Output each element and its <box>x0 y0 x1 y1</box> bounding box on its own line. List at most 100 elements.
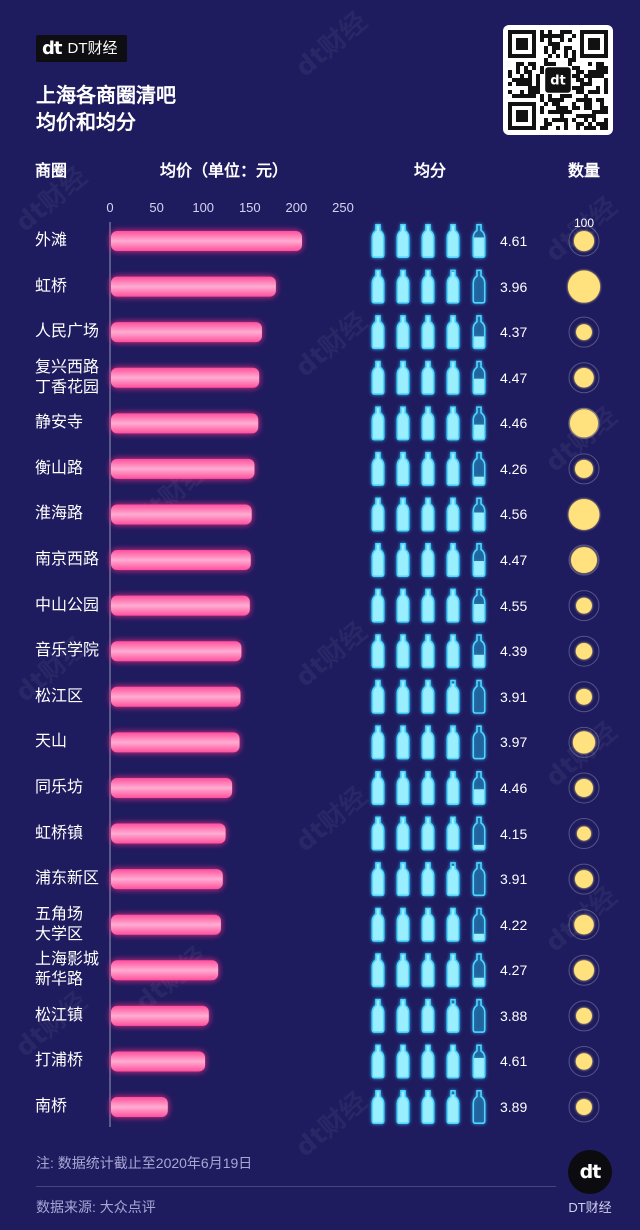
bottle-fill <box>422 1090 434 1124</box>
bottle-fill <box>422 407 434 440</box>
footnote: 注: 数据统计截止至2020年6月19日 <box>36 1155 253 1171</box>
footer-logo-text: DT财经 <box>568 1200 612 1215</box>
bottle-icon <box>371 588 385 623</box>
count-circle <box>567 270 601 303</box>
count-circle <box>576 688 592 705</box>
bottle-outline <box>421 497 435 532</box>
bottle-icon <box>446 634 460 669</box>
bottle-icon <box>371 269 385 304</box>
bottle-fill <box>447 589 459 622</box>
bottle-fill <box>447 543 459 577</box>
bottle-icon <box>446 588 460 623</box>
qr-finder-inner <box>516 110 528 122</box>
bottle-icon <box>421 451 435 486</box>
price-bar <box>111 504 252 525</box>
bottle-fill <box>447 683 459 713</box>
bottle-outline <box>446 224 460 258</box>
count-reference-ring <box>568 453 600 485</box>
bottle-icon <box>371 406 385 441</box>
bottle-fill <box>372 862 384 896</box>
bottle-outline <box>446 543 460 578</box>
column-header-count: 数量 <box>568 163 601 180</box>
bottle-icon <box>446 269 460 304</box>
bottle-outline <box>371 1090 385 1125</box>
bottle-outline <box>371 907 385 942</box>
bottle-outline <box>421 634 435 669</box>
bottle-outline <box>396 634 410 669</box>
bottle-outline <box>446 360 460 395</box>
bottle-fill <box>397 817 409 850</box>
bottle-outline <box>446 1090 460 1125</box>
bottle-outline <box>472 543 486 578</box>
bottle-icon <box>396 634 410 669</box>
footer-logo-icon: dt <box>568 1150 612 1194</box>
bottle-fill <box>422 999 434 1033</box>
bottle-outline <box>371 1044 385 1079</box>
bottle-fill <box>372 726 384 759</box>
bottle-icon <box>396 497 410 532</box>
bottle-icon <box>396 679 410 714</box>
bottle-icon <box>472 725 486 760</box>
bottle-icon <box>472 1044 486 1079</box>
bottle-fill <box>372 999 384 1033</box>
bottle-icon <box>446 907 460 942</box>
bottle-outline <box>371 543 385 578</box>
bottle-outline <box>371 679 385 714</box>
bottle-outline <box>371 816 385 851</box>
bottle-outline <box>396 953 410 988</box>
price-bar <box>111 686 241 707</box>
bottle-icon <box>371 497 385 532</box>
column-header-price: 均价（单位：元） <box>160 163 289 180</box>
count-circle <box>574 914 594 935</box>
bottle-icon <box>396 543 410 578</box>
bottle-icon <box>371 451 385 486</box>
bottle-icon <box>472 588 486 623</box>
bottle-outline <box>396 1044 410 1079</box>
count-circle <box>572 731 596 754</box>
count-circle <box>569 409 599 438</box>
bottle-icon <box>446 451 460 486</box>
price-bar <box>111 1005 209 1026</box>
bottle-outline <box>396 588 410 623</box>
bottle-outline <box>472 269 486 304</box>
count-reference-ring <box>568 316 600 348</box>
bottle-outline <box>472 1090 486 1125</box>
count-circle <box>576 324 592 341</box>
bottle-icon <box>446 360 460 395</box>
bottle-outline <box>396 862 410 897</box>
bottle-fill <box>447 727 459 759</box>
bottle-fill <box>397 361 409 394</box>
bottle-fill <box>372 498 384 531</box>
qr-modules <box>508 30 608 130</box>
bottle-fill <box>422 862 434 896</box>
count-reference-ring <box>568 635 600 667</box>
bottle-fill <box>422 589 434 622</box>
bottle-outline <box>421 816 435 851</box>
bottle-fill <box>447 1045 459 1078</box>
bottle-outline <box>472 634 486 669</box>
logo-text: DT财经 <box>67 40 118 57</box>
bottle-icon <box>421 770 435 805</box>
bottle-icon <box>371 1090 385 1125</box>
bottle-icon <box>472 679 486 714</box>
bottle-icon <box>371 634 385 669</box>
bottle-fill <box>447 498 459 531</box>
price-bars <box>111 231 302 1118</box>
bottle-icon <box>446 497 460 532</box>
bottle-fill <box>397 862 409 896</box>
count-circle <box>576 826 592 841</box>
bottle-outline <box>396 816 410 851</box>
bottle-fill <box>422 315 434 349</box>
bottle-body <box>473 680 485 713</box>
bottle-icon <box>421 725 435 760</box>
bottle-fill <box>397 224 409 258</box>
bottle-outline <box>396 1090 410 1125</box>
bottle-fill <box>372 771 384 805</box>
bottle-icon <box>421 588 435 623</box>
bottle-fill <box>397 270 409 303</box>
bottle-fill <box>473 844 485 850</box>
bottle-icon <box>446 224 460 258</box>
bottle-outline <box>472 998 486 1033</box>
count-circle <box>568 499 600 530</box>
